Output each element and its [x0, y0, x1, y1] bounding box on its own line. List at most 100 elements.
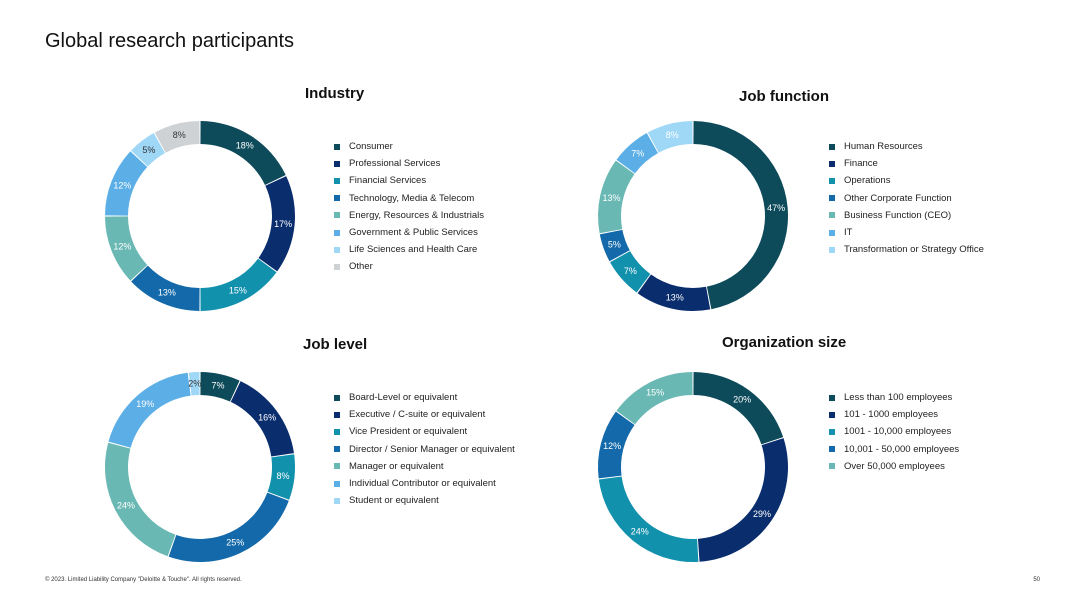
slice-label-technology-media-telecom: 13%: [158, 288, 176, 298]
slice-label-government-public-services: 12%: [113, 180, 131, 190]
legend-item-manager-or-equivalent: Manager or equivalent: [334, 458, 515, 475]
donut-svg: 18% 17% 15% 13% 12% 12% 5% 8%: [105, 121, 295, 311]
legend-swatch: [334, 463, 340, 470]
legend-label: Board-Level or equivalent: [349, 392, 458, 404]
slice-human-resources: [693, 121, 789, 310]
organization-size-donut-chart: 20% 29% 24% 12% 15%: [593, 367, 793, 567]
slice-board-level-or-equivalent: [200, 372, 240, 402]
slice-business-function-ceo: [598, 160, 635, 234]
slice-label-1001-10-000-employees: 24%: [631, 526, 649, 536]
legend-item-life-sciences-and-health-care: Life Sciences and Health Care: [334, 241, 484, 258]
slice-label-vice-president-or-equivalent: 8%: [276, 471, 289, 481]
slice-manager-or-equivalent: [105, 442, 176, 557]
legend-item-10-001-50-000-employees: 10,001 - 50,000 employees: [829, 441, 959, 458]
slice-life-sciences-and-health-care: [131, 133, 165, 167]
slice-label-over-50-000-employees: 15%: [646, 388, 664, 398]
slice-101-1000-employees: [697, 438, 788, 562]
legend-label: Director / Senior Manager or equivalent: [349, 443, 515, 455]
legend-label: Technology, Media & Telecom: [349, 192, 475, 204]
slice-individual-contributor-or-equivalent: [108, 372, 191, 448]
job-function-legend: Human Resources Finance Operations Other Co…: [829, 138, 984, 258]
slice-label-manager-or-equivalent: 24%: [117, 501, 135, 511]
donut-svg: 7% 16% 8% 25% 24% 19% 2%: [105, 372, 295, 562]
legend-item-executive-c-suite-or-equivalent: Executive / C-suite or equivalent: [334, 406, 515, 423]
page-number: 50: [1033, 577, 1040, 583]
legend-label: Operations: [844, 175, 891, 187]
slice-label-director-senior-manager-or-equivalent: 25%: [226, 538, 244, 548]
legend-item-transformation-or-strategy-office: Transformation or Strategy Office: [829, 241, 984, 258]
legend-swatch: [334, 229, 340, 236]
legend-label: Professional Services: [349, 158, 441, 170]
slice-label-individual-contributor-or-equivalent: 19%: [136, 399, 154, 409]
legend-swatch: [334, 212, 340, 219]
legend-swatch: [829, 246, 835, 253]
slice-label-101-1000-employees: 29%: [753, 509, 771, 519]
legend-item-101-1000-employees: 101 - 1000 employees: [829, 406, 959, 423]
slice-student-or-equivalent: [188, 372, 200, 396]
slice-label-board-level-or-equivalent: 7%: [212, 380, 225, 390]
donut-svg: 47% 13% 7% 5% 13% 7% 8%: [598, 121, 789, 311]
legend-swatch: [829, 212, 835, 219]
industry-legend: Consumer Professional Services Financial S…: [334, 138, 484, 276]
legend-label: 10,001 - 50,000 employees: [844, 443, 960, 455]
job-function-chart-title: Job function: [739, 88, 829, 105]
legend-item-human-resources: Human Resources: [829, 138, 984, 155]
legend-swatch: [829, 160, 835, 167]
legend-label: Over 50,000 employees: [844, 460, 945, 472]
legend-label: Business Function (CEO): [844, 209, 952, 221]
legend-swatch: [829, 446, 835, 453]
legend-swatch: [334, 394, 340, 401]
job-level-donut-chart: 7% 16% 8% 25% 24% 19% 2%: [100, 367, 300, 567]
legend-item-energy-resources-industrials: Energy, Resources & Industrials: [334, 207, 484, 224]
legend-item-professional-services: Professional Services: [334, 155, 484, 172]
legend-swatch: [829, 428, 835, 435]
slice-other: [154, 121, 200, 153]
legend-swatch: [829, 195, 835, 202]
legend-item-it: IT: [829, 224, 984, 241]
slice-label-operations: 7%: [624, 266, 637, 276]
legend-swatch: [829, 394, 835, 401]
slice-energy-resources-industrials: [105, 216, 148, 281]
slice-executive-c-suite-or-equivalent: [230, 381, 294, 457]
legend-item-director-senior-manager-or-equivalent: Director / Senior Manager or equivalent: [334, 441, 515, 458]
legend-label: Transformation or Strategy Office: [844, 244, 984, 256]
legend-item-over-50-000-employees: Over 50,000 employees: [829, 458, 959, 475]
legend-label: IT: [844, 227, 853, 239]
legend-swatch: [334, 446, 340, 453]
slice-less-than-100-employees: [693, 372, 784, 445]
legend-label: Manager or equivalent: [349, 460, 444, 472]
legend-swatch: [829, 463, 835, 470]
legend-label: Student or equivalent: [349, 495, 439, 507]
slice-label-transformation-or-strategy-office: 8%: [666, 130, 679, 140]
legend-swatch: [334, 428, 340, 435]
job-level-legend: Board-Level or equivalent Executive / C-s…: [334, 389, 515, 509]
industry-donut-chart: 18% 17% 15% 13% 12% 12% 5% 8%: [100, 116, 300, 316]
slice-operations: [610, 251, 651, 293]
legend-swatch: [334, 480, 340, 487]
legend-item-other: Other: [334, 258, 484, 275]
slice-transformation-or-strategy-office: [647, 121, 693, 153]
slice-label-professional-services: 17%: [274, 219, 292, 229]
industry-chart-title: Industry: [305, 85, 365, 102]
slice-label-business-function-ceo: 13%: [603, 193, 621, 203]
organization-size-legend: Less than 100 employees 101 - 1000 employ…: [829, 389, 959, 475]
page-title: Global research participants: [45, 30, 295, 52]
legend-item-1001-10-000-employees: 1001 - 10,000 employees: [829, 423, 959, 440]
legend-swatch: [334, 411, 340, 418]
legend-swatch: [829, 411, 835, 418]
legend-label: Executive / C-suite or equivalent: [349, 409, 486, 421]
legend-swatch: [829, 143, 835, 150]
legend-swatch: [829, 229, 835, 236]
slice-financial-services: [200, 258, 277, 311]
slice-label-human-resources: 47%: [767, 203, 785, 213]
legend-swatch: [334, 160, 340, 167]
slice-it: [616, 133, 658, 174]
legend-swatch: [334, 263, 340, 270]
legend-item-vice-president-or-equivalent: Vice President or equivalent: [334, 423, 515, 440]
legend-swatch: [334, 497, 340, 504]
legend-label: Financial Services: [349, 175, 427, 187]
job-function-donut-chart: 47% 13% 7% 5% 13% 7% 8%: [593, 116, 793, 316]
legend-item-other-corporate-function: Other Corporate Function: [829, 190, 984, 207]
slice-label-10-001-50-000-employees: 12%: [603, 441, 621, 451]
slice-technology-media-telecom: [131, 265, 200, 311]
